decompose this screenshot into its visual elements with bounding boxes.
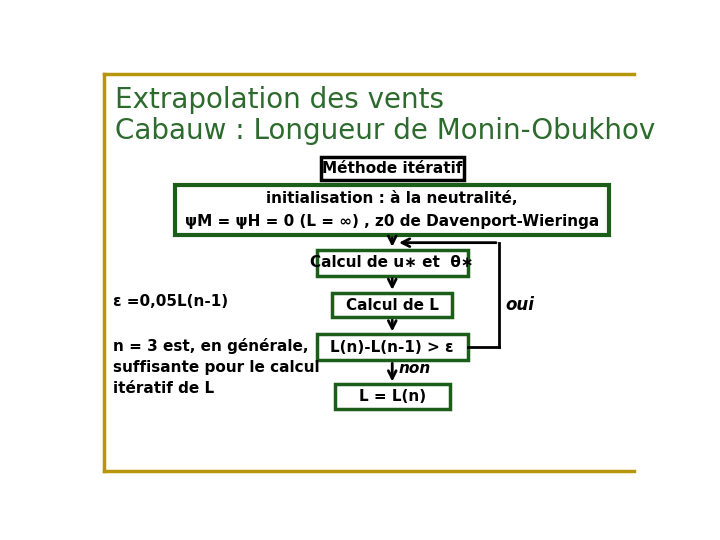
Text: L = L(n): L = L(n) <box>359 389 426 404</box>
FancyBboxPatch shape <box>335 384 449 409</box>
FancyBboxPatch shape <box>320 157 464 180</box>
Text: Extrapolation des vents: Extrapolation des vents <box>114 86 444 114</box>
FancyBboxPatch shape <box>317 334 468 361</box>
Text: L(n)-L(n-1) > ε: L(n)-L(n-1) > ε <box>330 340 454 355</box>
Text: n = 3 est, en générale,
suffisante pour le calcul
itératif de L: n = 3 est, en générale, suffisante pour … <box>113 338 320 396</box>
Text: ε =0,05L(n-1): ε =0,05L(n-1) <box>113 294 228 309</box>
Text: Calcul de u∗ et  θ∗: Calcul de u∗ et θ∗ <box>310 255 474 270</box>
Text: oui: oui <box>505 296 534 314</box>
Text: initialisation : à la neutralité,: initialisation : à la neutralité, <box>266 191 518 206</box>
Text: Méthode itératif: Méthode itératif <box>322 161 462 176</box>
Text: non: non <box>398 361 431 376</box>
Text: Calcul de L: Calcul de L <box>346 298 438 313</box>
Text: Cabauw : Longueur de Monin-Obukhov: Cabauw : Longueur de Monin-Obukhov <box>114 117 655 145</box>
FancyBboxPatch shape <box>317 249 468 276</box>
Text: ψM = ψH = 0 (L = ∞) , z0 de Davenport-Wieringa: ψM = ψH = 0 (L = ∞) , z0 de Davenport-Wi… <box>185 214 599 228</box>
FancyBboxPatch shape <box>175 185 609 235</box>
FancyBboxPatch shape <box>332 293 452 318</box>
